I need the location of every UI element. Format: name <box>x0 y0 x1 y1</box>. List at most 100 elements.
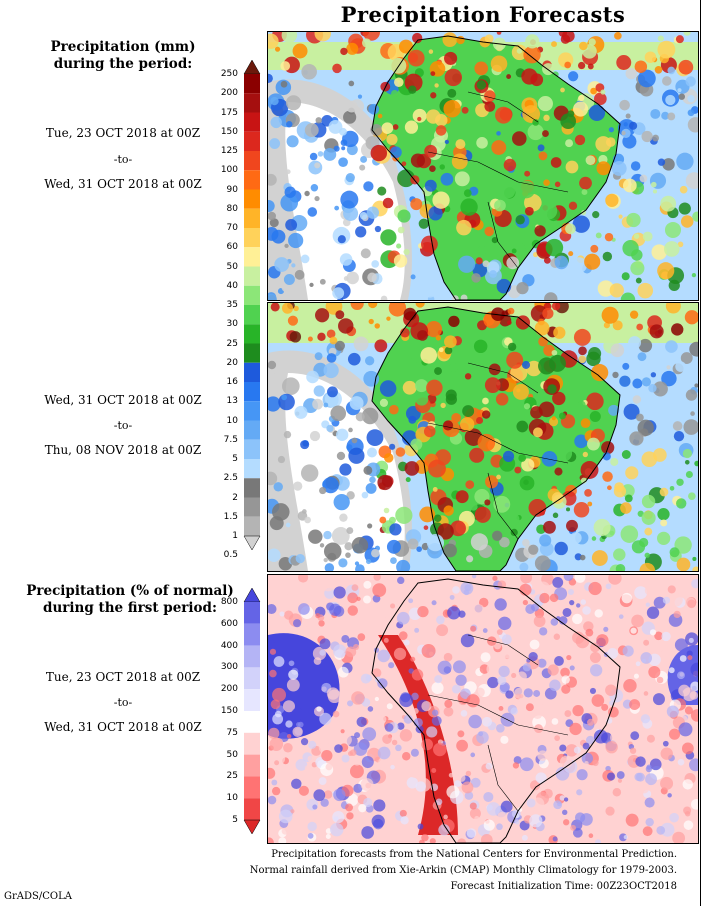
pct-swatch-3 <box>244 645 260 668</box>
mm-swatch-4 <box>244 131 260 151</box>
percent-label-line2: during the first period: <box>43 600 217 616</box>
percent-label-line1: Precipitation (% of normal) <box>26 583 234 599</box>
footer-line1: Precipitation forecasts from the Nationa… <box>271 849 677 860</box>
mm-tick-label: 0.5 <box>223 550 238 561</box>
mm-tick-label: 80 <box>226 203 238 214</box>
mm-tick-label: 13 <box>226 396 238 407</box>
pct-tick-label: 75 <box>226 727 238 738</box>
mm-swatch-13 <box>244 305 260 325</box>
mm-swatch-19 <box>244 420 260 440</box>
mm-tick-label: 250 <box>220 69 238 79</box>
pct-swatch-10 <box>244 798 260 820</box>
mm-swatch-3 <box>244 112 260 132</box>
mm-tick-label: 200 <box>220 88 238 99</box>
percent-label: Precipitation (% of normal) during the f… <box>0 583 260 617</box>
mm-tick-label: 70 <box>226 223 238 233</box>
mm-colorbar-labels: 250 200 175 150 125 100 90 80 70 60 50 40 35 30 25 20 16… <box>200 60 238 560</box>
mm-tick-label: 175 <box>220 107 238 118</box>
mm-tick-label: 16 <box>226 377 238 387</box>
footer-notes: Precipitation forecasts from the Nationa… <box>250 847 677 895</box>
pct-swatch-5 <box>244 689 260 711</box>
mm-swatch-2 <box>244 93 260 113</box>
period1-to: Wed, 31 OCT 2018 at 00Z <box>44 177 202 191</box>
percent-colorbar <box>243 588 261 834</box>
mm-swatch-8 <box>244 208 260 228</box>
mm-tick-label: 7.5 <box>223 434 238 445</box>
mm-swatch-25 <box>243 535 261 550</box>
credit-text: GrADS/COLA <box>4 891 72 902</box>
mm-swatch-22 <box>244 478 260 498</box>
mm-tick-label: 60 <box>226 242 238 253</box>
pct-tick-label: 200 <box>220 684 238 695</box>
pct-swatch-4 <box>244 667 260 690</box>
period2-sep: -to- <box>113 419 133 432</box>
mm-swatch-0 <box>243 60 261 75</box>
pct-tick-label: 25 <box>226 771 238 782</box>
mm-swatch-7 <box>244 189 260 209</box>
period3-to: Wed, 31 OCT 2018 at 00Z <box>44 720 202 734</box>
pct-tick-label: 150 <box>220 706 238 716</box>
mm-tick-label: 30 <box>226 319 238 330</box>
precip-map-period2 <box>267 302 699 572</box>
mm-swatch-14 <box>244 324 260 344</box>
mm-tick-label: 125 <box>220 146 238 156</box>
pct-swatch-7 <box>244 732 260 755</box>
mm-tick-label: 10 <box>226 415 238 426</box>
mm-tick-label: 150 <box>220 126 238 137</box>
mm-tick-label: 40 <box>226 280 238 291</box>
percent-colorbar-labels: 800 600 400 300 200 150 75 50 25 10 5 <box>200 588 238 834</box>
mm-tick-label: 100 <box>220 165 238 176</box>
amount-label-line1: Precipitation (mm) <box>50 39 196 55</box>
footer-line2: Normal rainfall derived from Xie-Arkin (… <box>249 865 677 876</box>
mm-tick-label: 25 <box>226 338 238 349</box>
amount-label-line2: during the period: <box>53 56 193 72</box>
footer-line3: Forecast Initialization Time: 00Z23OCT20… <box>450 881 677 892</box>
precip-map-period1 <box>267 31 699 301</box>
pct-tick-label: 10 <box>226 793 238 804</box>
mm-tick-label: 35 <box>226 300 238 310</box>
mm-swatch-6 <box>244 170 260 190</box>
pct-tick-label: 600 <box>220 618 238 629</box>
pct-swatch-8 <box>244 754 260 777</box>
mm-swatch-17 <box>244 382 260 402</box>
mm-swatch-10 <box>244 247 260 267</box>
mm-tick-label: 20 <box>226 357 238 368</box>
mm-swatch-1 <box>244 74 260 94</box>
mm-tick-label: 2.5 <box>223 473 238 484</box>
mm-tick-label: 2 <box>232 492 238 503</box>
mm-swatch-12 <box>244 285 260 305</box>
mm-swatch-21 <box>244 459 260 479</box>
mm-tick-label: 50 <box>226 261 238 272</box>
period3-sep: -to- <box>113 696 133 709</box>
mm-swatch-16 <box>244 362 260 382</box>
period2-from: Wed, 31 OCT 2018 at 00Z <box>44 393 202 407</box>
percent-normal-map <box>267 574 699 844</box>
mm-colorbar <box>243 60 261 550</box>
pct-swatch-1 <box>244 602 260 624</box>
mm-swatch-11 <box>244 266 260 286</box>
mm-swatch-23 <box>244 497 260 517</box>
pct-swatch-6 <box>244 711 260 733</box>
mm-swatch-15 <box>244 343 260 363</box>
pct-tick-label: 400 <box>220 640 238 651</box>
mm-swatch-9 <box>244 228 260 248</box>
mm-tick-label: 1.5 <box>223 511 238 522</box>
page-title: Precipitation Forecasts <box>340 2 626 27</box>
mm-swatch-5 <box>244 151 260 171</box>
amount-label: Precipitation (mm) during the period: <box>0 39 246 73</box>
period1-from: Tue, 23 OCT 2018 at 00Z <box>45 126 201 140</box>
mm-tick-label: 5 <box>232 454 238 464</box>
pct-swatch-2 <box>244 623 260 646</box>
pct-swatch-9 <box>244 776 260 799</box>
pct-swatch-11 <box>243 819 261 834</box>
pct-tick-label: 50 <box>226 749 238 760</box>
period1-sep: -to- <box>113 153 133 166</box>
pct-tick-label: 300 <box>220 662 238 673</box>
pct-tick-label: 800 <box>220 597 238 607</box>
pct-tick-label: 5 <box>232 815 238 825</box>
mm-swatch-18 <box>244 401 260 421</box>
pct-swatch-0 <box>243 588 261 603</box>
period3-from: Tue, 23 OCT 2018 at 00Z <box>45 670 201 684</box>
mm-swatch-24 <box>244 516 260 536</box>
mm-tick-label: 1 <box>232 531 238 541</box>
